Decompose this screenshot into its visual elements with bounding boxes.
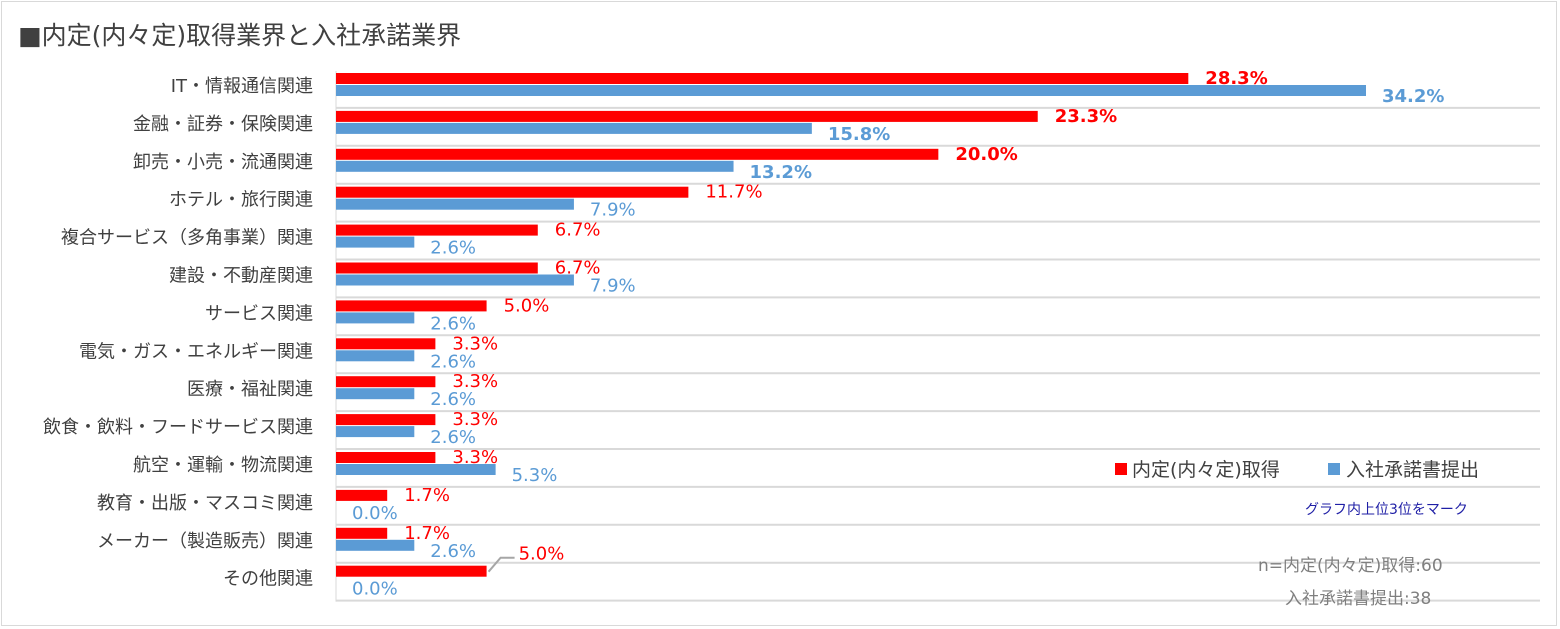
bar-naitei [336,73,1189,84]
value-label-naitei: 3.3% [452,409,498,430]
category-label: ホテル・旅行関連 [169,190,313,211]
leader-line [487,556,515,573]
value-label-naitei: 1.7% [404,485,450,506]
value-label-nyusha: 0.0% [352,503,398,524]
value-label-naitei: 5.0% [504,295,550,316]
chart-title: ■内定(内々定)取得業界と入社承諾業界 [18,21,462,50]
bar-nyusha [336,539,415,551]
category-label: 建設・不動産関連 [169,266,313,287]
category-label: 飲食・飲料・フードサービス関連 [43,417,313,438]
bar-nyusha [336,274,574,286]
bar-nyusha [336,312,415,324]
bar-nyusha [336,388,415,400]
value-label-naitei: 23.3% [1055,106,1117,127]
bar-naitei [336,338,436,350]
category-label: その他関連 [223,569,313,590]
category-label: メーカー（製造販売）関連 [97,531,313,552]
value-label-naitei: 11.7% [705,182,762,203]
bar-naitei [336,262,538,274]
bar-nyusha [336,236,415,248]
value-label-naitei: 5.0% [519,544,565,565]
value-label-nyusha: 34.2% [1382,86,1444,107]
bar-nyusha [336,426,415,438]
legend-label-nyusha: 入社承諾書提出 [1346,459,1479,481]
category-label: 金融・証券・保険関連 [133,114,313,135]
value-label-naitei: 1.7% [404,523,450,544]
value-label-nyusha: 2.6% [430,389,476,410]
labels: IT・情報通信関連 28.3% 34.2% 金融・証券・保険関連 23.3% 15.8% 卸… [43,68,1444,600]
value-label-nyusha: 0.0% [352,579,398,600]
value-label-naitei: 20.0% [955,144,1017,165]
value-label-naitei: 28.3% [1205,68,1267,89]
bar-naitei [336,186,689,198]
value-label-nyusha: 13.2% [750,162,812,183]
legend-label-naitei: 内定(内々定)取得 [1132,459,1280,481]
category-label: サービス関連 [205,303,313,324]
bar-naitei [336,376,436,388]
bar-nyusha [336,160,734,172]
bar-nyusha [336,350,415,362]
bar-naitei [336,565,487,577]
legend-swatch-nyusha [1328,463,1340,475]
category-label: 航空・運輸・物流関連 [133,455,313,476]
bar-naitei [336,110,1038,122]
value-label-nyusha: 2.6% [430,541,476,562]
category-label: 電気・ガス・エネルギー関連 [79,341,313,362]
bar-naitei [336,224,538,236]
bar-naitei [336,300,487,312]
top3-note: グラフ内上位3位をマーク [1305,502,1468,518]
bars [336,73,1366,577]
legend-swatch-naitei [1115,463,1127,475]
value-label-nyusha: 7.9% [590,200,636,221]
value-label-nyusha: 15.8% [828,124,890,145]
sample-note-nyusha: 入社承諾書提出:38 [1285,589,1431,609]
category-label: 卸売・小売・流通関連 [133,152,313,173]
category-label: 複合サービス（多角事業）関連 [61,228,313,249]
value-label-naitei: 6.7% [555,258,601,279]
value-label-nyusha: 5.3% [512,465,558,486]
bar-naitei [336,527,388,539]
bar-naitei [336,452,436,463]
bar-nyusha [336,198,574,210]
value-label-naitei: 3.3% [452,333,498,354]
bar-nyusha [336,464,496,475]
value-label-naitei: 6.7% [555,220,601,241]
value-label-naitei: 3.3% [452,447,498,468]
bar-naitei [336,489,388,501]
value-label-nyusha: 7.9% [590,276,636,297]
value-label-nyusha: 2.6% [430,427,476,448]
value-label-naitei: 3.3% [452,371,498,392]
value-label-nyusha: 2.6% [430,351,476,372]
category-label: IT・情報通信関連 [171,76,313,97]
value-label-nyusha: 2.6% [430,313,476,334]
bar-naitei [336,148,939,160]
category-label: 教育・出版・マスコミ関連 [97,493,313,514]
grid-lines [335,71,1540,602]
bar-nyusha [336,122,812,134]
category-label: 医療・福祉関連 [187,379,313,400]
bar-naitei [336,414,436,426]
value-label-nyusha: 2.6% [430,238,476,259]
bar-nyusha [336,85,1366,96]
sample-note-naitei: n=内定(内々定)取得:60 [1258,556,1443,576]
